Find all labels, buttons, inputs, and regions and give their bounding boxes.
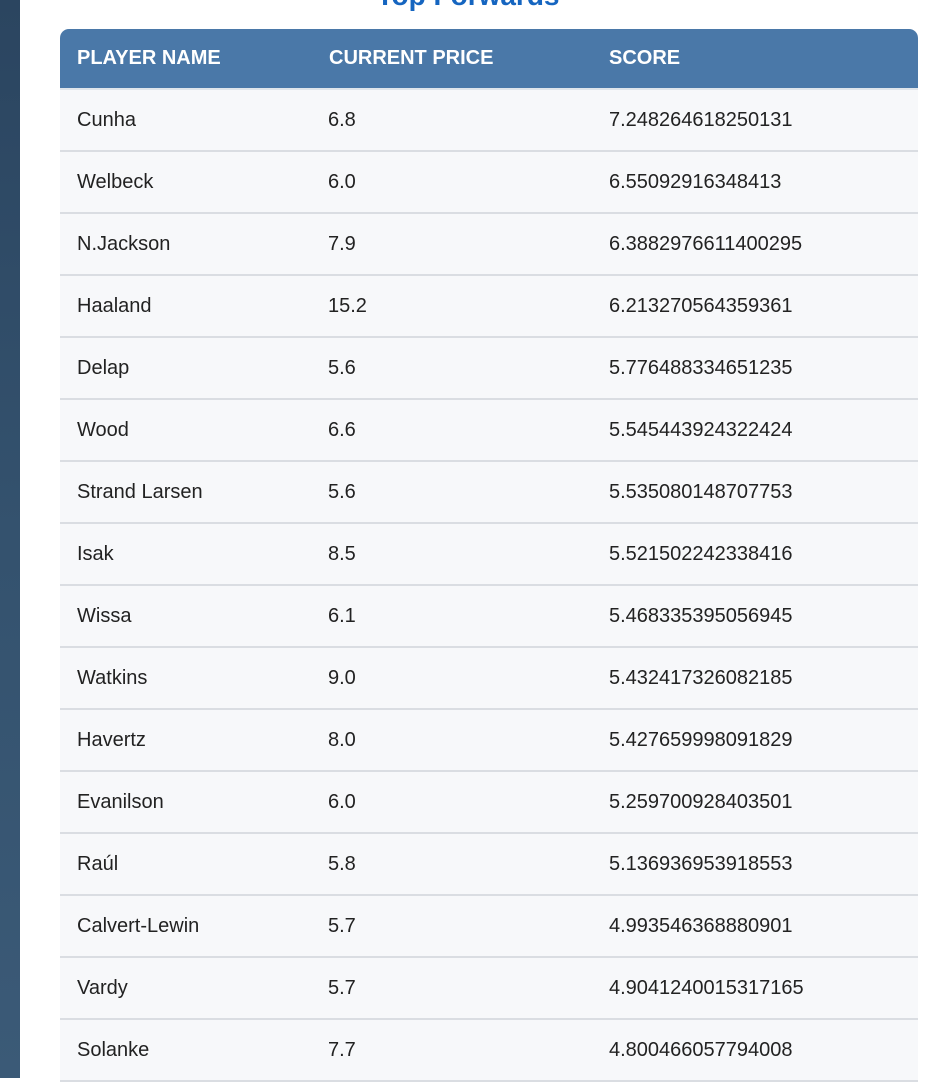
players-table: PLAYER NAME CURRENT PRICE SCORE Cunha 6.8… — [60, 29, 918, 1082]
cell-player-name: Delap — [60, 337, 311, 400]
cell-current-price: 6.0 — [311, 771, 592, 834]
cell-player-name: Calvert-Lewin — [60, 895, 311, 958]
cell-current-price: 5.6 — [311, 337, 592, 400]
table-row[interactable]: Strand Larsen 5.6 5.535080148707753 — [60, 461, 918, 524]
cell-current-price: 15.2 — [311, 275, 592, 338]
header-player-name[interactable]: PLAYER NAME — [60, 29, 311, 90]
table-row[interactable]: Raúl 5.8 5.136936953918553 — [60, 833, 918, 896]
cell-score: 5.259700928403501 — [592, 771, 918, 834]
cell-score: 4.993546368880901 — [592, 895, 918, 958]
cell-current-price: 5.6 — [311, 461, 592, 524]
cell-current-price: 6.8 — [311, 89, 592, 152]
sidebar-strip — [0, 0, 20, 1078]
header-score[interactable]: SCORE — [592, 29, 918, 90]
cell-score: 6.3882976611400295 — [592, 213, 918, 276]
cell-player-name: Cunha — [60, 89, 311, 152]
cell-score: 6.55092916348413 — [592, 151, 918, 214]
cell-player-name: Wood — [60, 399, 311, 462]
cell-current-price: 8.0 — [311, 709, 592, 772]
table-row[interactable]: Evanilson 6.0 5.259700928403501 — [60, 771, 918, 834]
cell-score: 5.535080148707753 — [592, 461, 918, 524]
table-row[interactable]: Haaland 15.2 6.213270564359361 — [60, 275, 918, 338]
cell-player-name: Welbeck — [60, 151, 311, 214]
page-title: Top Forwards — [0, 0, 936, 12]
cell-player-name: Strand Larsen — [60, 461, 311, 524]
cell-current-price: 6.6 — [311, 399, 592, 462]
cell-score: 5.521502242338416 — [592, 523, 918, 586]
table-row[interactable]: Vardy 5.7 4.9041240015317165 — [60, 957, 918, 1020]
cell-score: 5.545443924322424 — [592, 399, 918, 462]
cell-score: 5.136936953918553 — [592, 833, 918, 896]
table-row[interactable]: Watkins 9.0 5.432417326082185 — [60, 647, 918, 710]
cell-current-price: 9.0 — [311, 647, 592, 710]
cell-player-name: Vardy — [60, 957, 311, 1020]
players-table-container: PLAYER NAME CURRENT PRICE SCORE Cunha 6.8… — [60, 29, 918, 1082]
table-header-row: PLAYER NAME CURRENT PRICE SCORE — [60, 29, 918, 90]
cell-player-name: Isak — [60, 523, 311, 586]
table-row[interactable]: Delap 5.6 5.776488334651235 — [60, 337, 918, 400]
cell-current-price: 6.0 — [311, 151, 592, 214]
table-row[interactable]: Welbeck 6.0 6.55092916348413 — [60, 151, 918, 214]
table-row[interactable]: Solanke 7.7 4.800466057794008 — [60, 1019, 918, 1082]
cell-current-price: 8.5 — [311, 523, 592, 586]
cell-score: 5.468335395056945 — [592, 585, 918, 648]
cell-player-name: Raúl — [60, 833, 311, 896]
table-row[interactable]: Calvert-Lewin 5.7 4.993546368880901 — [60, 895, 918, 958]
table-row[interactable]: Havertz 8.0 5.427659998091829 — [60, 709, 918, 772]
cell-player-name: Solanke — [60, 1019, 311, 1082]
cell-player-name: N.Jackson — [60, 213, 311, 276]
cell-player-name: Watkins — [60, 647, 311, 710]
cell-current-price: 5.8 — [311, 833, 592, 896]
cell-player-name: Havertz — [60, 709, 311, 772]
table-row[interactable]: Wissa 6.1 5.468335395056945 — [60, 585, 918, 648]
table-row[interactable]: Wood 6.6 5.545443924322424 — [60, 399, 918, 462]
cell-current-price: 6.1 — [311, 585, 592, 648]
cell-player-name: Wissa — [60, 585, 311, 648]
cell-score: 6.213270564359361 — [592, 275, 918, 338]
table-row[interactable]: Cunha 6.8 7.248264618250131 — [60, 89, 918, 152]
cell-score: 4.9041240015317165 — [592, 957, 918, 1020]
cell-player-name: Evanilson — [60, 771, 311, 834]
header-current-price[interactable]: CURRENT PRICE — [311, 29, 592, 90]
cell-current-price: 5.7 — [311, 895, 592, 958]
cell-score: 5.427659998091829 — [592, 709, 918, 772]
cell-current-price: 7.9 — [311, 213, 592, 276]
cell-player-name: Haaland — [60, 275, 311, 338]
cell-score: 7.248264618250131 — [592, 89, 918, 152]
cell-current-price: 7.7 — [311, 1019, 592, 1082]
cell-score: 5.776488334651235 — [592, 337, 918, 400]
cell-current-price: 5.7 — [311, 957, 592, 1020]
table-row[interactable]: N.Jackson 7.9 6.3882976611400295 — [60, 213, 918, 276]
cell-score: 5.432417326082185 — [592, 647, 918, 710]
table-row[interactable]: Isak 8.5 5.521502242338416 — [60, 523, 918, 586]
cell-score: 4.800466057794008 — [592, 1019, 918, 1082]
